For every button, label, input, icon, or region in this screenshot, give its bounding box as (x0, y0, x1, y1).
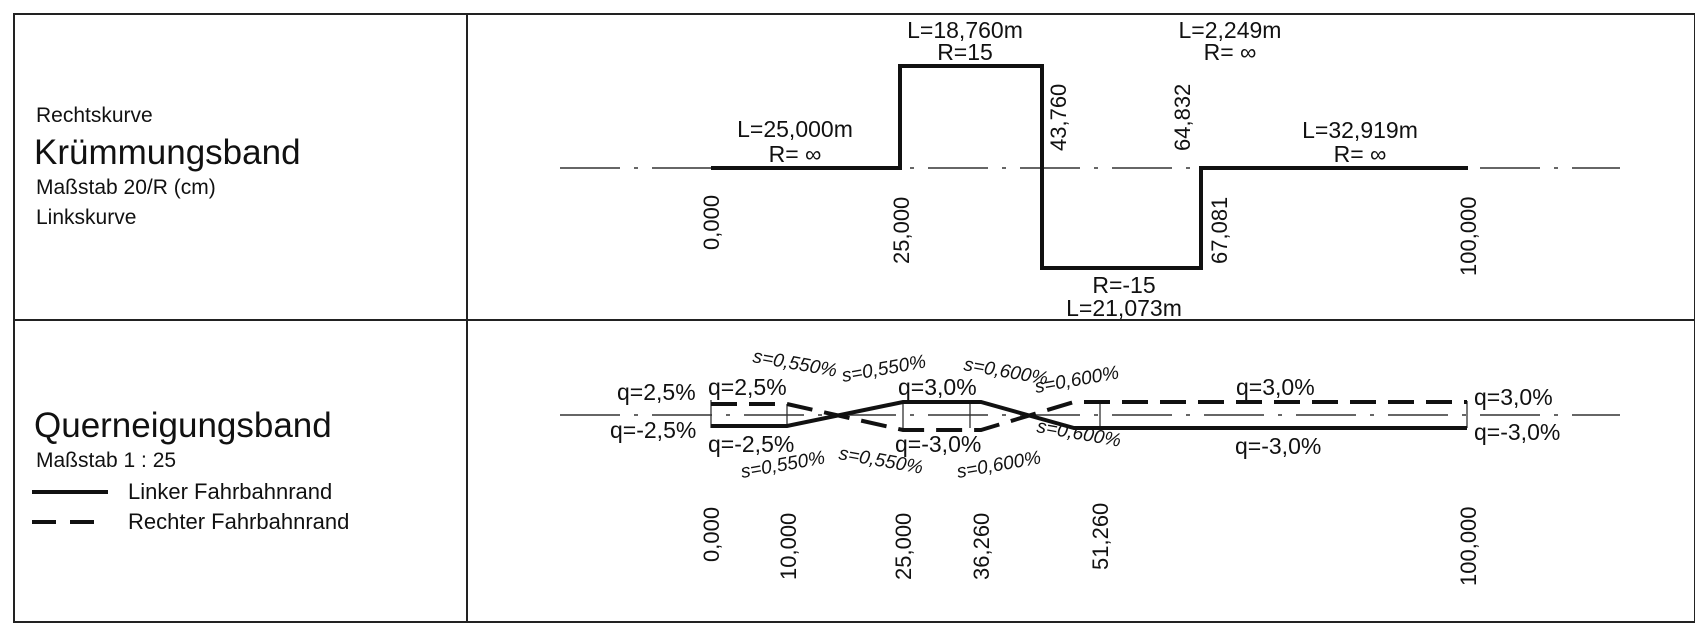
sup-station-0: 0,000 (699, 507, 724, 562)
q-right-start: q=-2,5% (610, 417, 696, 443)
scale-querneigungsband: Maßstab 1 : 25 (36, 449, 176, 472)
seg5-length: L=32,919m (1302, 117, 1418, 143)
curv-station-67-081: 67,081 (1207, 197, 1232, 264)
scale-kruemmungsband: Maßstab 20/R (cm) (36, 176, 216, 199)
curv-station-64-832: 64,832 (1170, 84, 1195, 151)
q-left-2: q=2,5% (708, 374, 787, 400)
curv-station-0: 0,000 (699, 195, 724, 250)
q-left-end: q=3,0% (1474, 384, 1553, 410)
q-right-4: q=-3,0% (1235, 433, 1321, 459)
title-querneigungsband: Querneigungsband (34, 406, 332, 445)
sup-station-36-260: 36,260 (969, 513, 994, 580)
title-kruemmungsband: Krümmungsband (34, 133, 301, 172)
q-left-start: q=2,5% (617, 379, 696, 405)
q-right-end: q=-3,0% (1474, 419, 1560, 445)
sup-station-100: 100,000 (1456, 506, 1481, 586)
legend-label-right-edge: Rechter Fahrbahnrand (128, 509, 349, 534)
sup-station-51-260: 51,260 (1088, 503, 1113, 570)
seg1-radius: R= ∞ (769, 141, 822, 167)
curv-station-43-760: 43,760 (1046, 84, 1071, 151)
seg4-length: L=2,249m (1179, 17, 1282, 43)
label-rechtskurve: Rechtskurve (36, 104, 153, 127)
curv-station-100: 100,000 (1456, 196, 1481, 276)
sup-station-10: 10,000 (776, 513, 801, 580)
outer-frame (13, 13, 1695, 623)
seg2-radius: R=15 (937, 39, 993, 65)
legend-label-left-edge: Linker Fahrbahnrand (128, 479, 332, 504)
seg1-length: L=25,000m (737, 116, 853, 142)
label-linkskurve: Linkskurve (36, 206, 136, 229)
q-left-3: q=3,0% (898, 374, 977, 400)
left-edge-line (711, 400, 1467, 430)
q-right-2: q=-2,5% (708, 431, 794, 457)
seg5-radius: R= ∞ (1334, 141, 1387, 167)
seg3-length: L=21,073m (1066, 295, 1182, 321)
right-edge-line (711, 400, 1467, 432)
q-right-3: q=-3,0% (895, 431, 981, 457)
seg3-radius: R=-15 (1092, 272, 1155, 298)
slope-bottom-4: s=0,600% (1035, 416, 1122, 451)
seg2-length: L=18,760m (907, 17, 1023, 43)
curv-station-25: 25,000 (889, 197, 914, 264)
sup-station-25: 25,000 (891, 513, 916, 580)
seg4-radius: R= ∞ (1204, 39, 1257, 65)
curvature-line (711, 64, 1468, 270)
q-left-4: q=3,0% (1236, 374, 1315, 400)
